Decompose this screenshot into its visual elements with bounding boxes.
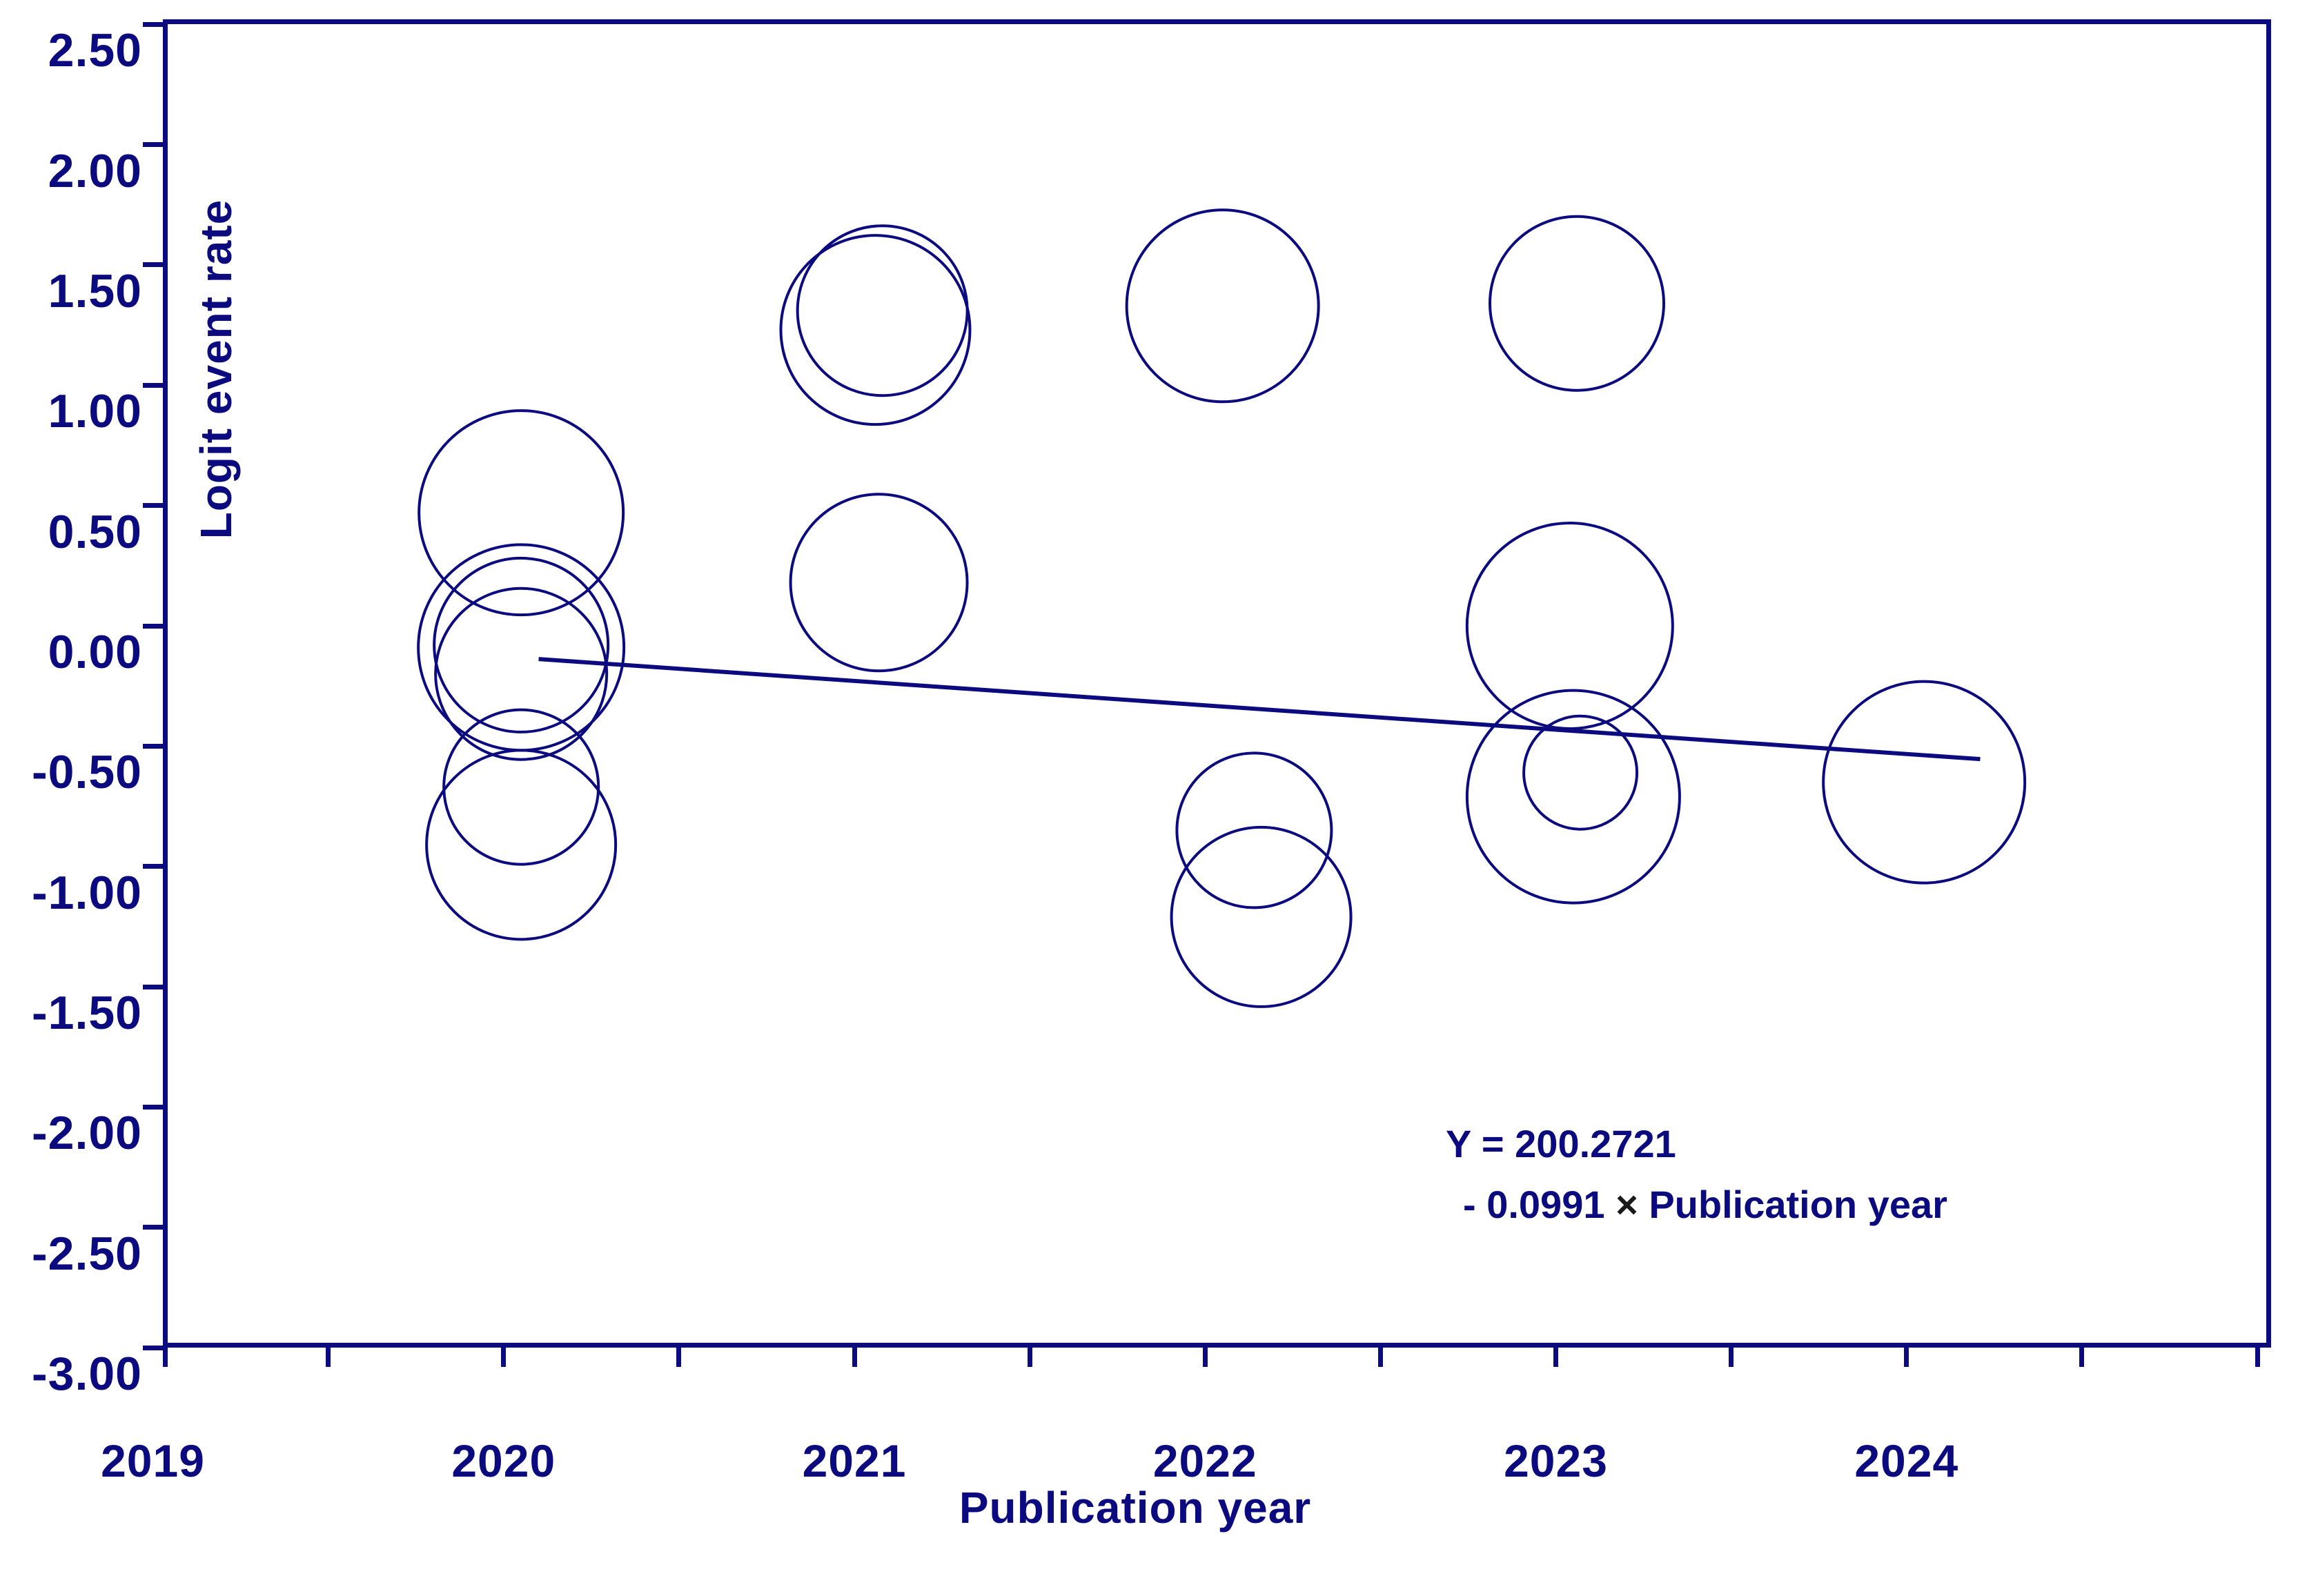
x-tick [1377, 1348, 1383, 1367]
y-tick [143, 21, 166, 27]
bubble-point [1522, 714, 1639, 831]
x-tick [501, 1348, 507, 1367]
bubble-point [1488, 215, 1665, 392]
y-tick [143, 382, 166, 388]
bubble-point [1170, 825, 1353, 1008]
bubble-point [1822, 680, 2027, 885]
regression-equation: Y = 200.2721 - 0.0991 × Publication year [1446, 1114, 1947, 1235]
x-tick [676, 1348, 682, 1367]
plot-frame [163, 19, 2271, 1348]
x-tick [1729, 1348, 1734, 1367]
bubble-point [433, 556, 610, 733]
x-tick [2255, 1348, 2260, 1367]
bubble-point [1125, 208, 1320, 404]
x-axis-title: Publication year [959, 1483, 1312, 1533]
bubble-point [789, 493, 969, 673]
y-tick-label: 1.00 [48, 385, 142, 438]
equation-variable: Publication year [1649, 1183, 1947, 1226]
y-tick [143, 864, 166, 869]
y-tick [143, 503, 166, 509]
axis-corner-tick [163, 1348, 168, 1367]
equation-line-2: - 0.0991 × Publication year [1446, 1174, 1947, 1235]
bubble-point [779, 234, 972, 426]
y-tick-label: 2.00 [48, 144, 142, 197]
y-tick [143, 1104, 166, 1110]
x-tick [1202, 1348, 1208, 1367]
x-tick [852, 1348, 857, 1367]
y-tick [143, 984, 166, 989]
regression-line [538, 657, 1981, 762]
x-year-label: 2020 [451, 1435, 556, 1486]
y-tick-label: -0.50 [32, 746, 142, 799]
x-year-label: 2019 [101, 1435, 205, 1486]
x-year-label: 2024 [1854, 1435, 1959, 1486]
x-tick [1904, 1348, 1909, 1367]
bubble-point [1465, 689, 1681, 905]
y-tick [143, 1225, 166, 1230]
bubble-point [434, 587, 609, 761]
bubble-point [1175, 751, 1333, 909]
multiplication-sign: × [1616, 1183, 1638, 1226]
y-tick [143, 142, 166, 148]
x-tick [326, 1348, 331, 1367]
y-tick [143, 623, 166, 629]
bubble-point [418, 409, 625, 617]
y-tick [143, 743, 166, 749]
x-tick [1553, 1348, 1558, 1367]
y-tick-label: 0.50 [48, 505, 142, 558]
x-tick [2079, 1348, 2085, 1367]
bubble-point [1465, 522, 1674, 730]
y-tick-label: 0.00 [48, 626, 142, 678]
x-year-label: 2023 [1504, 1435, 1608, 1486]
y-tick-label: -1.50 [32, 987, 142, 1040]
equation-line-1: Y = 200.2721 [1446, 1122, 1676, 1165]
x-tick [1027, 1348, 1032, 1367]
y-tick-label: 2.50 [48, 24, 142, 77]
bubble-point [425, 749, 618, 941]
y-tick-label: -1.00 [32, 866, 142, 919]
y-tick-label: -2.50 [32, 1227, 142, 1280]
y-tick [143, 1345, 166, 1350]
y-tick-label: 1.50 [48, 264, 142, 317]
equation-coefficient: - 0.0991 [1463, 1183, 1605, 1226]
x-year-label: 2022 [1152, 1435, 1257, 1486]
y-tick [143, 262, 166, 268]
y-tick-label: -2.00 [32, 1107, 142, 1160]
bubble-point [442, 708, 600, 866]
x-year-label: 2021 [802, 1435, 907, 1486]
y-axis-title: Logit event rate [191, 199, 241, 540]
y-tick-label: -3.00 [32, 1348, 142, 1401]
